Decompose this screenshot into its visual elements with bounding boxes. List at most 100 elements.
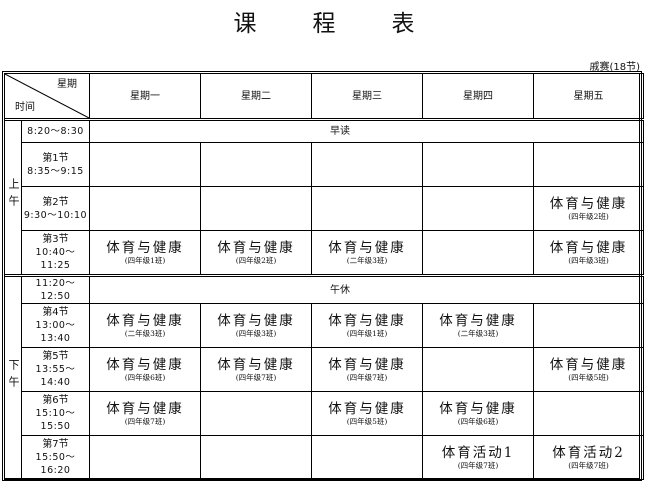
period-cell: 第3节 10:40～11:25	[21, 230, 90, 276]
class-cell: 体育与健康 (四年级3班)	[200, 303, 312, 348]
course-name: 体育与健康	[328, 312, 406, 329]
class-name: (四年级6班)	[124, 372, 166, 382]
schedule-row: 下午 11:20～12:50 午休	[4, 274, 644, 480]
day-header: 星期一	[89, 73, 201, 120]
course-name: 体育与健康	[106, 400, 184, 417]
period-name: 第5节	[42, 351, 69, 362]
period-name: 第6节	[42, 395, 69, 406]
day-header: 星期三	[311, 73, 423, 120]
class-cell: 体育与健康 (四年级6班)	[422, 391, 534, 436]
empty-cell	[200, 435, 312, 480]
day-header: 星期五	[533, 73, 644, 120]
day-header: 星期二	[200, 73, 312, 120]
class-cell: 体育与健康 (四年级1班)	[89, 230, 201, 276]
title-char: 课	[233, 11, 257, 37]
morning-label: 上午	[4, 118, 22, 276]
empty-cell	[89, 142, 201, 187]
period-time: 10:40～11:25	[35, 247, 76, 271]
class-name: (四年级2班)	[568, 211, 609, 221]
morning-reading-time: 8:20～8:30	[21, 118, 90, 143]
empty-cell	[311, 142, 423, 187]
class-cell: 体育与健康 (四年级5班)	[533, 347, 644, 392]
course-name: 体育与健康	[328, 239, 406, 256]
class-name: (四年级2班)	[235, 255, 277, 265]
course-name: 体育活动2	[552, 444, 625, 461]
time-label: 时间	[15, 102, 35, 113]
empty-cell	[89, 186, 201, 231]
class-cell: 体育与健康 (四年级7班)	[89, 391, 201, 436]
period-time: 13:55～14:40	[35, 364, 76, 388]
schedule-row: 第1节 8:35～9:15	[5, 142, 644, 187]
class-name: (四年级5班)	[568, 372, 609, 382]
class-name: (四年级7班)	[568, 460, 609, 470]
class-cell: 体育与健康 (四年级7班)	[200, 347, 312, 392]
page-title: 课程表	[0, 4, 648, 38]
period-name: 第7节	[42, 439, 69, 450]
period-cell: 第1节 8:35～9:15	[21, 142, 90, 187]
header-row: 星期 时间 星期一 星期二 星期三 星期四 星期五	[4, 73, 644, 120]
class-name: (四年级6班)	[457, 416, 499, 426]
course-name: 体育与健康	[106, 239, 184, 256]
period-time: 9:30～10:10	[23, 209, 88, 221]
course-name: 体育与健康	[328, 400, 406, 417]
title-char: 表	[391, 11, 415, 37]
empty-cell	[422, 230, 534, 276]
schedule-row: 上午 8:20～8:30 早读	[4, 118, 644, 276]
class-name: (四年级7班)	[124, 416, 166, 426]
period-cell: 第6节 15:10～15:50	[21, 391, 90, 436]
schedule-table: 星期 时间 星期一 星期二 星期三 星期四 星期五 上午 8:20～8:30 早读第…	[4, 73, 644, 480]
empty-cell	[311, 186, 423, 231]
class-name: (二年级3班)	[457, 328, 499, 338]
course-name: 体育与健康	[549, 356, 628, 373]
empty-cell	[422, 142, 534, 187]
class-cell: 体育与健康 (四年级2班)	[200, 230, 312, 276]
class-cell: 体育与健康 (四年级7班)	[311, 347, 423, 392]
afternoon-label: 下午	[4, 274, 22, 480]
course-name: 体育与健康	[439, 312, 517, 329]
class-name: (四年级7班)	[457, 460, 499, 470]
half-text: 下午	[7, 358, 20, 393]
class-cell: 体育与健康 (四年级3班)	[533, 230, 644, 276]
class-name: (四年级7班)	[346, 372, 388, 382]
class-cell: 体育与健康 (四年级5班)	[311, 391, 423, 436]
morning-reading-label: 早读	[89, 118, 644, 143]
schedule-row: 第5节 13:55～14:40 体育与健康 (四年级6班) 体育与健康 (四年级7班) 体育…	[5, 347, 644, 392]
title-char: 程	[312, 11, 336, 37]
period-time: 15:10～15:50	[35, 408, 76, 432]
class-cell: 体育与健康 (四年级6班)	[89, 347, 201, 392]
period-time: 15:50～16:20	[35, 452, 76, 476]
class-cell: 体育与健康 (二年级3班)	[422, 303, 534, 348]
period-time: 8:35～9:15	[27, 165, 84, 177]
class-cell: 体育与健康 (四年级1班)	[311, 303, 423, 348]
class-cell: 体育活动2 (四年级7班)	[533, 435, 644, 480]
class-cell: 体育与健康 (二年级3班)	[311, 230, 423, 276]
period-cell: 第5节 13:55～14:40	[21, 347, 90, 392]
class-cell: 体育与健康 (二年级3班)	[89, 303, 201, 348]
class-name: (四年级7班)	[235, 372, 277, 382]
schedule-row: 第2节 9:30～10:10 体育与健康 (四年级2班)	[5, 186, 644, 231]
empty-cell	[422, 186, 534, 231]
weekday-label: 星期	[57, 79, 77, 90]
class-name: (二年级3班)	[124, 328, 166, 338]
period-name: 第4节	[42, 307, 69, 318]
period-name: 第3节	[42, 234, 69, 245]
schedule-row: 第6节 15:10～15:50 体育与健康 (四年级7班) 体育与健康 (四年级5班) 体育…	[5, 391, 644, 436]
course-name: 体育与健康	[439, 400, 517, 417]
empty-cell	[533, 142, 644, 187]
teacher-name: 戚赛(18节)	[589, 62, 640, 73]
empty-cell	[89, 435, 201, 480]
empty-cell	[533, 391, 644, 436]
period-name: 第1节	[42, 152, 69, 164]
empty-cell	[533, 303, 644, 348]
noon-break-label: 午休	[89, 274, 644, 304]
empty-cell	[422, 347, 534, 392]
period-cell: 第7节 15:50～16:20	[21, 435, 90, 480]
class-name: (四年级3班)	[235, 328, 277, 338]
course-name: 体育与健康	[217, 239, 295, 256]
corner-cell: 星期 时间	[4, 73, 90, 120]
half-text: 上午	[7, 178, 20, 212]
course-name: 体育与健康	[549, 239, 628, 256]
course-name: 体育活动1	[441, 444, 515, 461]
period-cell: 第2节 9:30～10:10	[21, 186, 90, 231]
course-name: 体育与健康	[217, 312, 295, 329]
